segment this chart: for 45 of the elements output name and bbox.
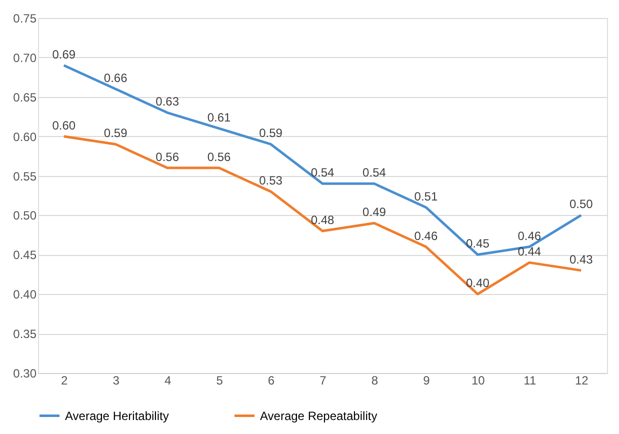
y-tick-label: 0.50 [13, 208, 37, 223]
y-tick-label: 0.40 [13, 288, 37, 302]
x-tick-label: 4 [164, 374, 172, 388]
x-tick-label: 5 [216, 374, 224, 388]
y-tick-label: 0.75 [13, 12, 37, 26]
data-label: 0.50 [569, 197, 594, 212]
x-tick-label: 9 [423, 374, 430, 388]
data-label: 0.45 [466, 236, 490, 251]
y-tick-label: 0.60 [13, 130, 37, 144]
data-label: 0.53 [259, 174, 283, 188]
data-label: 0.63 [156, 94, 180, 109]
x-tick-label: 7 [320, 374, 327, 388]
legend-label: Average Repeatability [260, 408, 378, 423]
x-tick-label: 11 [524, 374, 536, 388]
data-label: 0.66 [104, 71, 128, 85]
x-tick-label: 3 [112, 374, 120, 388]
data-label: 0.60 [52, 118, 76, 132]
x-tick-label: 12 [574, 374, 589, 388]
data-label: 0.54 [362, 166, 386, 180]
x-tick-label: 2 [61, 374, 68, 388]
data-label: 0.43 [569, 252, 594, 266]
data-label: 0.49 [362, 205, 386, 220]
legend-label: Average Heritability [65, 408, 169, 423]
y-tick-label: 0.45 [13, 248, 37, 262]
x-tick-label: 10 [472, 374, 486, 388]
data-label: 0.56 [207, 150, 232, 164]
y-tick-label: 0.55 [13, 169, 37, 184]
data-label: 0.59 [104, 126, 128, 140]
data-label: 0.44 [518, 244, 542, 259]
data-label: 0.46 [414, 228, 438, 243]
data-label: 0.56 [156, 150, 180, 164]
y-tick-label: 0.70 [13, 50, 37, 65]
x-tick-label: 6 [268, 374, 275, 388]
data-label: 0.51 [414, 189, 438, 204]
data-label: 0.69 [52, 47, 76, 62]
x-tick-label: 8 [371, 374, 378, 388]
y-tick-label: 0.65 [13, 90, 37, 104]
y-tick-label: 0.30 [13, 366, 37, 380]
data-label: 0.61 [207, 110, 232, 124]
data-label: 0.48 [310, 213, 334, 227]
data-label: 0.54 [310, 166, 334, 180]
data-label: 0.46 [518, 228, 542, 243]
data-label: 0.59 [259, 126, 283, 140]
y-tick-label: 0.35 [13, 327, 37, 342]
data-label: 0.40 [466, 276, 490, 290]
